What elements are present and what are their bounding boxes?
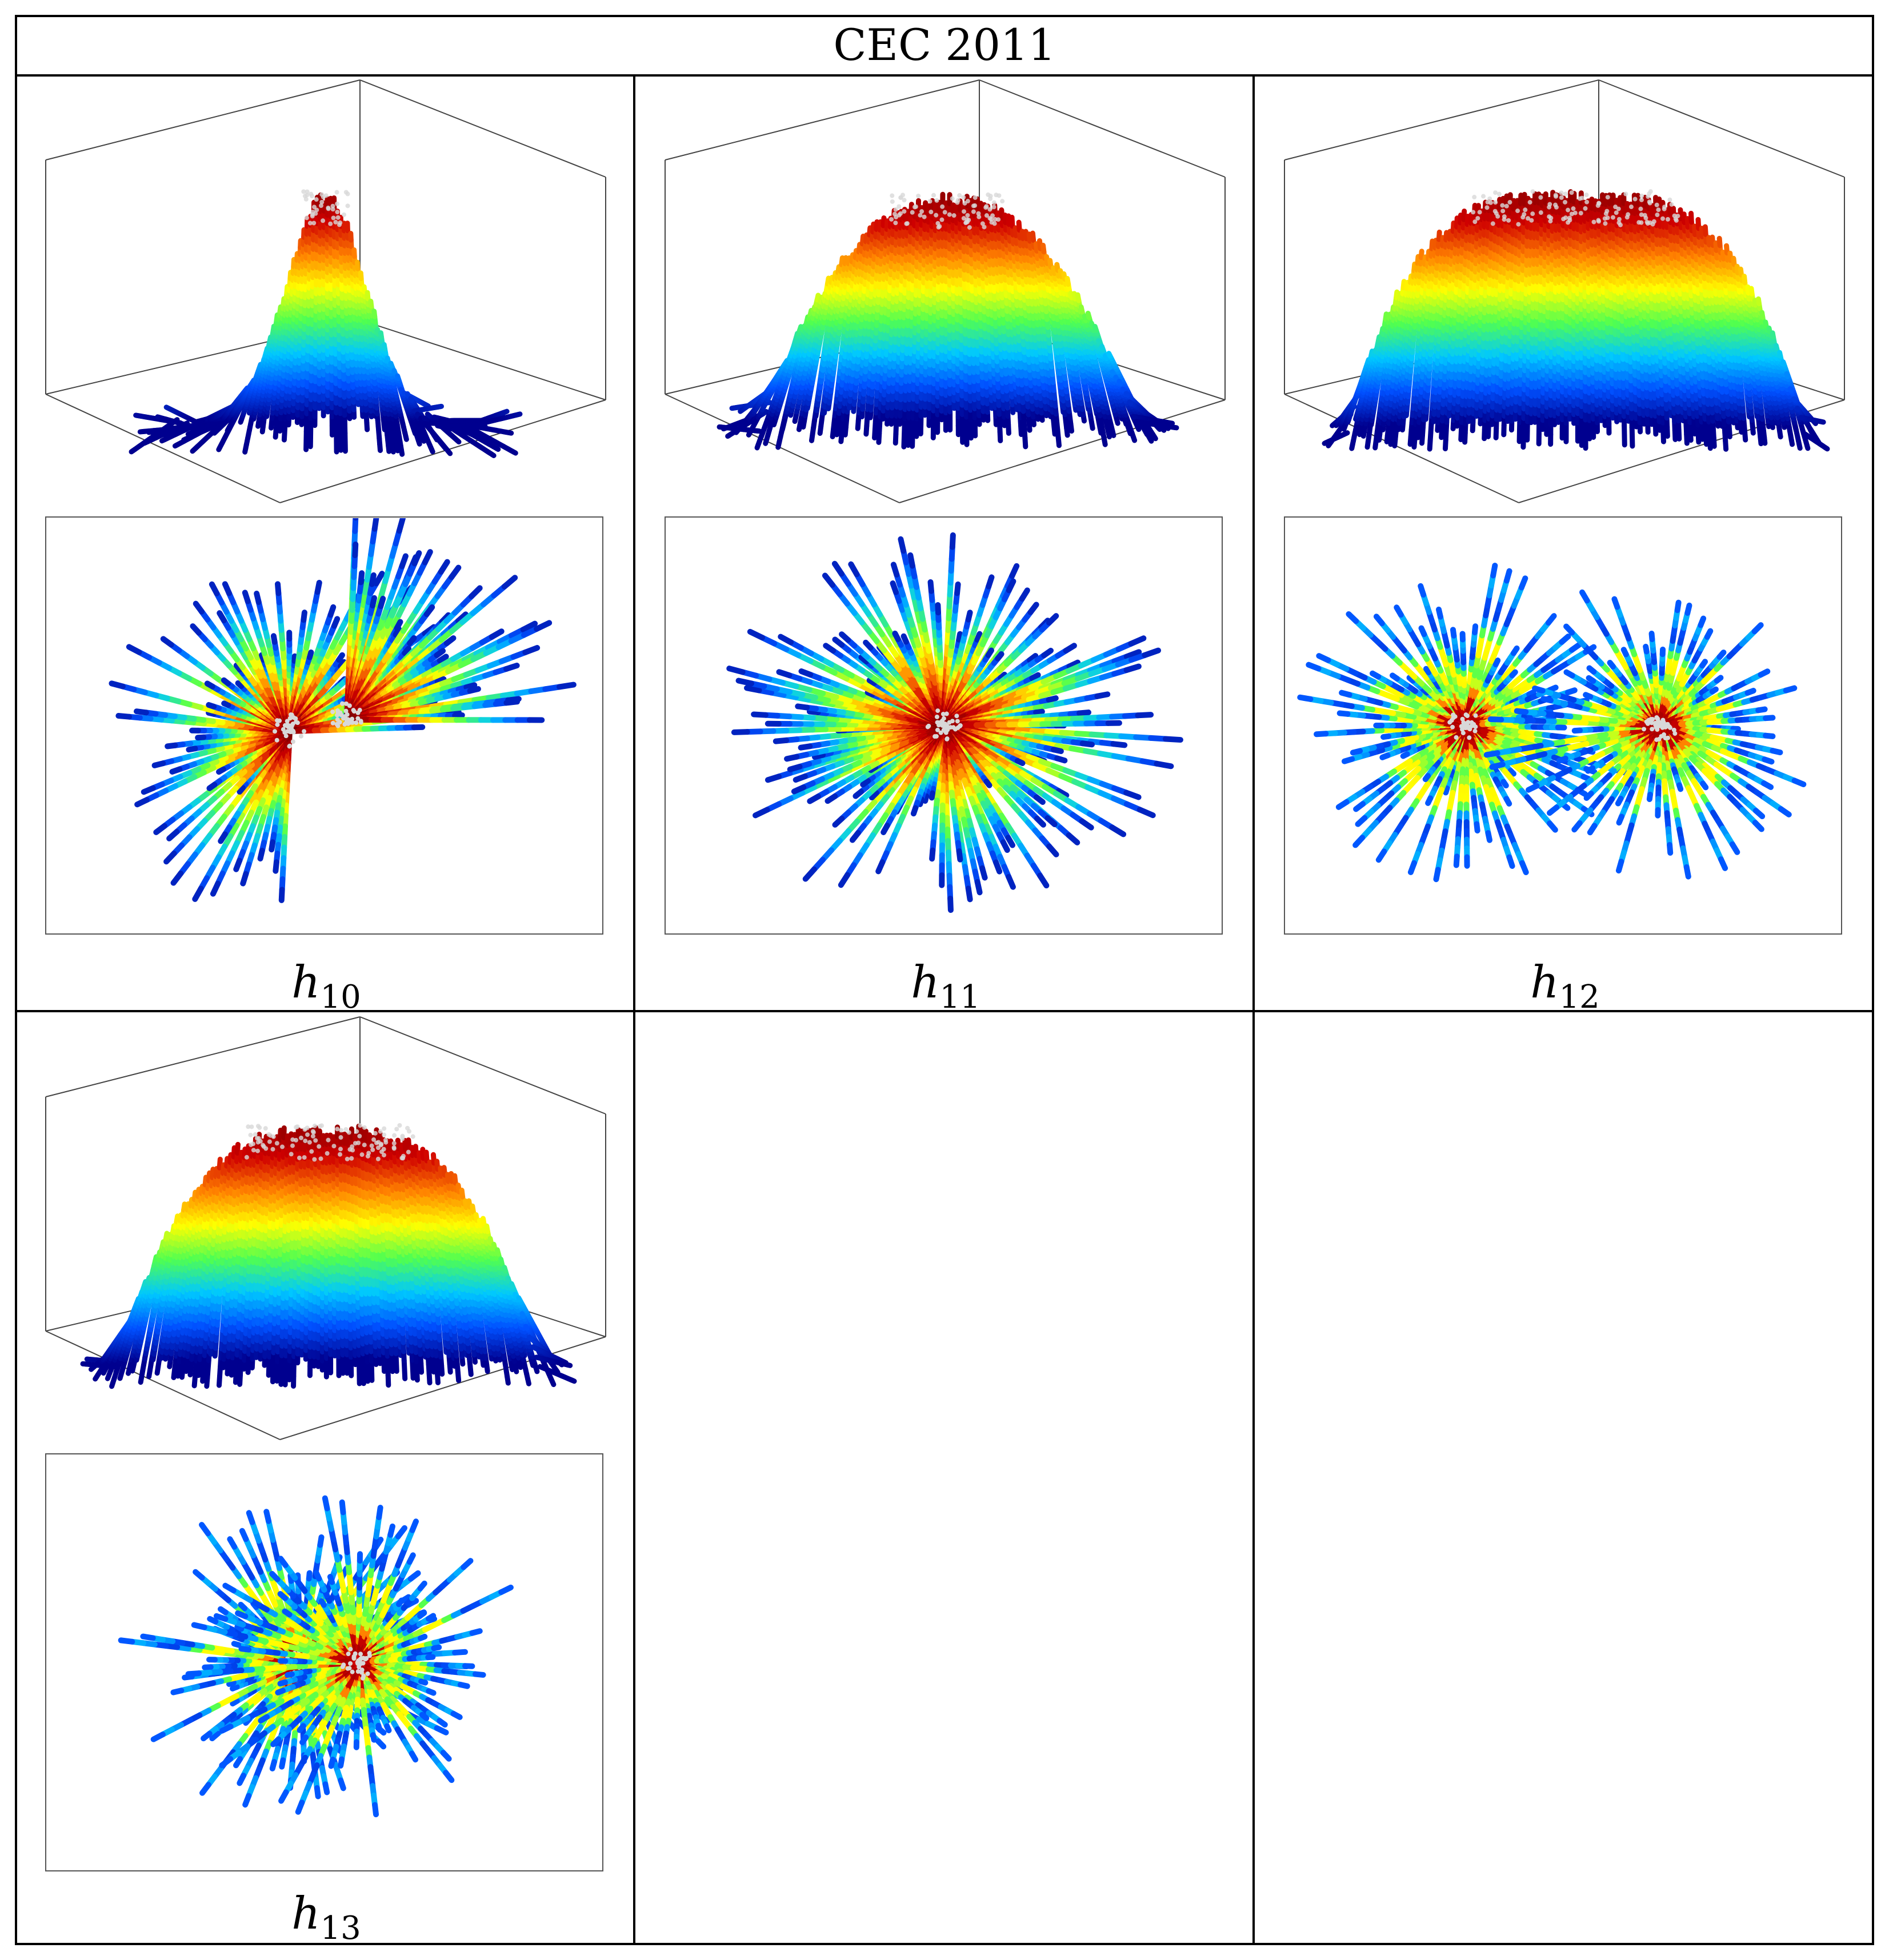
plot2d — [45, 1453, 603, 1871]
plot2d-rays — [1297, 563, 1807, 883]
plot3d-surface — [129, 189, 523, 458]
panel-h11 — [665, 79, 1226, 935]
plot3d-surface — [717, 191, 1179, 451]
plot3d-surface — [80, 1123, 577, 1389]
plot2d-frame — [45, 1453, 603, 1871]
plot2d-frame — [45, 516, 603, 935]
plot3d — [665, 79, 1226, 503]
panel-h12 — [1284, 79, 1845, 935]
panel-h10 — [45, 79, 606, 935]
plot2d-rays — [726, 532, 1183, 913]
panel-label-h12: h12 — [1255, 954, 1875, 1016]
plot2d-rays — [118, 1495, 514, 1818]
plot2d — [665, 516, 1223, 935]
plot3d — [45, 79, 606, 503]
table-outer-border — [15, 15, 1874, 1945]
plot2d-frame — [665, 516, 1223, 935]
plot2d-frame — [1284, 516, 1842, 935]
panel-label-h13: h13 — [16, 1885, 637, 1947]
panel-h13 — [45, 1016, 606, 1871]
panel-label-h10: h10 — [16, 954, 637, 1016]
plot2d-rays — [109, 518, 577, 903]
panel-label-h11: h11 — [635, 954, 1256, 1016]
plot2d — [1284, 516, 1842, 935]
plot2d — [45, 516, 603, 935]
figure-title: CEC 2011 — [17, 16, 1872, 73]
plot3d — [45, 1016, 606, 1440]
plot3d-surface — [1322, 189, 1830, 452]
plot3d — [1284, 79, 1845, 503]
